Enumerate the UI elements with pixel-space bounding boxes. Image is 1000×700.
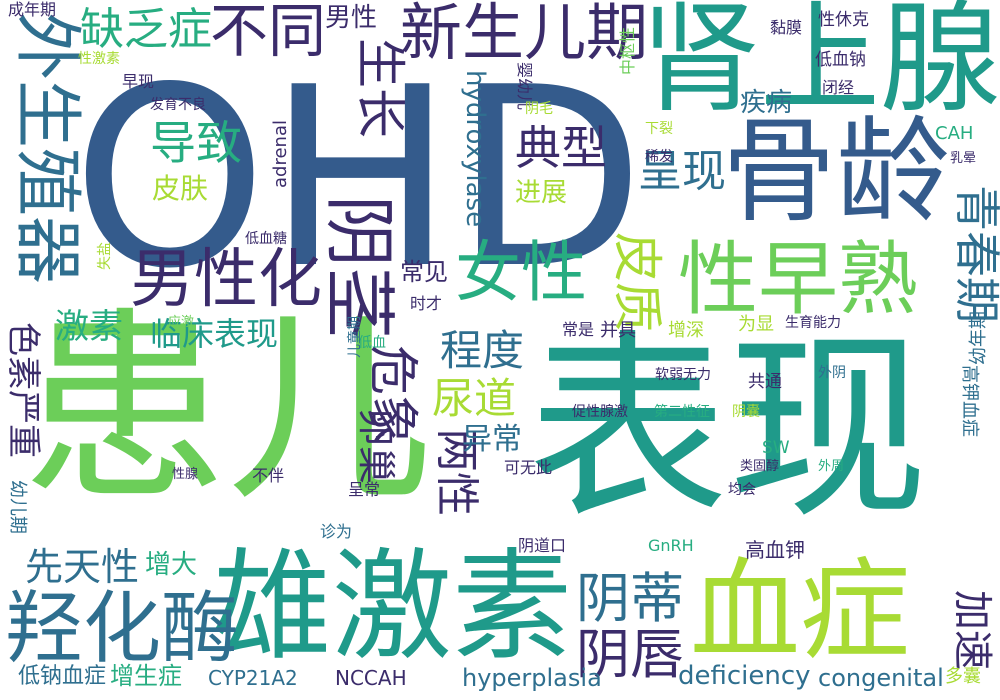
word-qianghuamei: 羟化酶: [5, 584, 240, 674]
word-jisu: 激素: [55, 307, 123, 347]
word-fayubuliang: 发育不良: [150, 97, 206, 113]
word-dianxing: 典型: [515, 121, 607, 175]
word-xifa: 稀发: [645, 149, 673, 165]
word-zhenwei: 诊为: [320, 522, 353, 541]
word-chengxian: 呈现: [638, 146, 726, 197]
word-cuxingxianji: 促性腺激: [572, 404, 628, 420]
word-linchuangbiaoxian: 临床表现: [150, 315, 279, 353]
word-nanxinghua: 男性化: [130, 243, 322, 317]
word-bijing: 闭经: [822, 78, 855, 97]
word-chengchang: 呈常: [348, 480, 381, 499]
word-biaoxian: 表现: [528, 313, 929, 546]
word-luanchao: 卵巢: [354, 408, 398, 485]
word-gaoxuejia: 高血钾: [745, 538, 805, 562]
word-yinnang: 阴囊: [732, 404, 760, 420]
word-xingxiuke: 性休克: [818, 10, 869, 30]
word-dixue: 低血: [358, 335, 386, 351]
word-yansuyanzhong: 色素严重: [3, 322, 43, 458]
word-hyperplasia: hyperplasia: [462, 664, 602, 692]
word-cyp21a2: CYP21A2: [208, 666, 298, 690]
word-leiguchun: 类固醇: [740, 459, 780, 474]
word-gaojiaxuezheng: 高钾血症: [959, 365, 980, 437]
word-changshi: 常是: [562, 320, 595, 339]
word-cah: CAH: [935, 123, 974, 144]
word-zengshen: 增深: [668, 320, 704, 341]
word-gongtong: 共通: [748, 372, 782, 392]
word-dixuena: 低血钠: [815, 50, 866, 70]
word-waiyin: 外阴: [818, 365, 846, 381]
word-niaodao: 尿道: [432, 374, 517, 423]
word-xingjisu: 性激素: [78, 51, 120, 67]
word-shiyan: 失盐: [97, 242, 113, 270]
word-chengnianqi: 成年期: [8, 0, 57, 19]
word-nanxing: 男性: [325, 3, 378, 33]
word-yingji: 应激: [168, 315, 195, 330]
word-deficiency: deficiency: [678, 661, 811, 691]
word-zhongshuxing: 中枢性: [618, 26, 637, 75]
word-ertongqi: 儿童期: [347, 316, 363, 358]
word-shicai: 时才: [410, 294, 443, 313]
word-jiasu: 加速: [949, 590, 995, 670]
word-jibing: 疾病: [740, 88, 793, 118]
word-dinaxuezheng: 低钠血症: [18, 664, 107, 689]
word-congenital: congenital: [818, 664, 944, 692]
word-pifu: 皮肤: [152, 172, 209, 205]
word-zengda: 增大: [145, 550, 198, 580]
word-jinzhan: 进展: [515, 178, 568, 208]
word-ohd: OHD: [72, 35, 645, 323]
word-nccah: NCCAH: [335, 666, 407, 690]
word-waizhou: 外周: [818, 459, 845, 474]
word-changjian: 常见: [400, 258, 448, 286]
word-shengzhang: 生长: [351, 38, 409, 138]
word-yinmao: 阴毛: [525, 101, 553, 117]
word-chengdu: 程度: [440, 326, 525, 375]
word-yinchun: 阴唇: [576, 623, 684, 686]
word-zengshengzheng: 增生症: [110, 662, 182, 690]
word-dixuetang: 低血糖: [245, 231, 287, 247]
word-waishengzhiqi: 外生殖器: [7, 12, 86, 285]
word-huaner: 患儿: [22, 291, 432, 529]
word-nvxing: 女性: [455, 234, 587, 311]
word-nianmo: 黏膜: [770, 18, 803, 37]
word-xinshengerqi: 新生儿期: [400, 0, 649, 69]
word-butong: 不同: [210, 0, 327, 65]
word-ruyun: 乳晕: [950, 151, 977, 166]
word-weixian: 为显: [738, 314, 774, 335]
word-xingxian: 性腺: [172, 467, 199, 482]
word-adrenal: adrenal: [270, 120, 291, 188]
word-yindaokou: 阴道口: [518, 536, 567, 555]
word-xiongjisu: 雄激素: [212, 538, 572, 677]
word-qingchunqi: 青春期: [950, 185, 1000, 323]
word-kewuci: 可无此: [504, 458, 553, 477]
word-shenshangxian: 肾上腺: [640, 0, 1000, 129]
word-shengyunengli: 生育能力: [785, 315, 841, 331]
word-zaoxian: 早现: [122, 72, 155, 91]
word-xiantianxing: 先天性: [25, 545, 140, 589]
word-xuezheng: 血症: [690, 547, 910, 675]
word-dierxingzheng: 第二性征: [654, 404, 710, 420]
word-xingzaoshu: 性早熟: [678, 233, 918, 326]
word-daozhi: 导致: [150, 116, 242, 170]
word-sw: SW: [762, 438, 790, 458]
word-gnrh: GnRH: [648, 536, 694, 555]
word-yichang: 异常: [462, 422, 522, 457]
word-xialie: 下裂: [645, 121, 673, 137]
word-pizhi: 皮质: [608, 232, 666, 332]
word-guling: 骨龄: [722, 105, 951, 238]
word-junhui: 均会: [728, 482, 756, 498]
word-bingju: 并具: [600, 320, 636, 341]
word-yindi: 阴蒂: [576, 567, 684, 630]
word-quefazheng: 缺乏症: [80, 4, 212, 55]
word-duonang: 多囊: [945, 666, 981, 687]
word-hydroxylase: hydroxylase: [460, 70, 490, 228]
word-youerqi: 幼儿期: [7, 480, 28, 534]
word-younianqi: 幼年期: [968, 311, 989, 365]
word-bukan: 不伴: [252, 466, 285, 485]
word-ruanruowuli: 软弱无力: [655, 367, 711, 383]
